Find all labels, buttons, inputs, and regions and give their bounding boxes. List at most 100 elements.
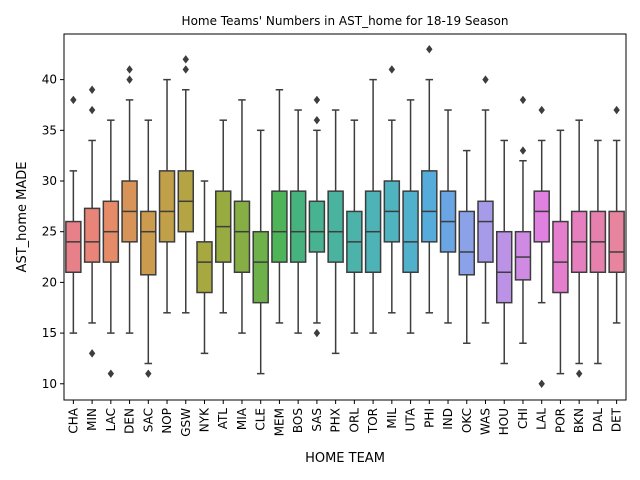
outlier-point [145, 369, 152, 378]
iqr-box [83, 207, 101, 263]
box-gsw [177, 55, 195, 314]
iqr-box [308, 200, 326, 253]
box-tor [364, 78, 382, 334]
y-tick-label: 10 [42, 377, 57, 391]
x-tick-label: IND [441, 408, 455, 430]
box-nyk [196, 180, 213, 355]
iqr-box [327, 190, 344, 263]
plot-frame [63, 33, 627, 401]
x-tick-label: BKN [572, 408, 586, 433]
outlier-point [313, 328, 321, 338]
iqr-box [458, 210, 476, 276]
box-mil [383, 65, 401, 314]
outlier-point [388, 65, 396, 74]
box-nop [158, 78, 176, 314]
iqr-box [233, 200, 251, 274]
y-tick-label: 25 [42, 225, 57, 239]
outlier-point [88, 349, 96, 358]
x-tick-label: HOU [497, 408, 511, 435]
box-sac [140, 119, 157, 378]
iqr-box [533, 190, 550, 243]
outlier-point [482, 75, 489, 84]
x-axis-title: HOME TEAM [305, 451, 385, 466]
iqr-box [514, 230, 532, 281]
iqr-box [271, 190, 288, 263]
x-tick-label: DEN [123, 408, 137, 434]
box-atl [214, 119, 232, 314]
x-tick-label: TOR [366, 408, 380, 434]
box-ind [439, 109, 457, 324]
outlier-point [88, 105, 96, 115]
x-tick-label: WAS [479, 408, 493, 435]
y-tick-label: 20 [42, 275, 57, 289]
box-bos [289, 109, 307, 334]
outlier-point [313, 95, 321, 105]
outlier-point [538, 105, 545, 115]
outlier-point [182, 65, 189, 74]
box-bkn [570, 119, 588, 378]
x-tick-label: OKC [460, 408, 474, 433]
box-dal [589, 139, 607, 365]
iqr-box [608, 210, 625, 274]
x-tick-label: NYK [198, 407, 212, 432]
x-tick-label: PHX [329, 408, 343, 432]
box-det [608, 105, 625, 324]
y-tick-label: 15 [42, 326, 57, 340]
outlier-point [538, 379, 545, 388]
x-tick-label: GSW [179, 408, 193, 437]
box-chi [514, 95, 532, 344]
box-phx [327, 109, 344, 355]
box-phi [421, 45, 438, 314]
box-por [552, 129, 569, 375]
outlier-point [519, 95, 527, 105]
box-mia [233, 99, 251, 334]
outlier-point [126, 65, 133, 74]
y-tick-label: 40 [42, 73, 57, 87]
x-tick-label: POR [553, 408, 567, 433]
outlier-point [613, 105, 620, 115]
x-tick-label: DET [610, 407, 624, 432]
x-tick-label: ORL [347, 408, 361, 433]
iqr-box [477, 200, 494, 263]
x-tick-label: MIL [385, 408, 399, 429]
y-tick-label: 30 [42, 174, 57, 188]
box-min [83, 85, 101, 358]
box-hou [495, 139, 513, 365]
box-lal [533, 105, 550, 388]
iqr-box [495, 230, 513, 304]
x-tick-label: ATL [216, 408, 230, 430]
box-mem [271, 89, 288, 324]
box-cle [252, 129, 269, 375]
outlier-point [126, 75, 133, 84]
iqr-box [140, 210, 157, 276]
outlier-point [519, 146, 527, 155]
chart-title: Home Teams' Numbers in AST_home for 18-1… [182, 14, 509, 28]
box-okc [458, 149, 476, 344]
x-tick-label: NOP [160, 408, 174, 434]
box-was [477, 75, 494, 324]
box-lac [102, 119, 120, 378]
box-sas [308, 95, 326, 338]
box-group [65, 45, 625, 388]
outlier-point [107, 369, 115, 378]
iqr-box [402, 190, 419, 274]
iqr-box [158, 170, 176, 243]
y-tick-label: 35 [42, 123, 57, 137]
x-tick-label: LAC [104, 408, 118, 431]
outlier-point [575, 369, 583, 378]
x-tick-label: SAC [141, 408, 155, 432]
x-tick-label: MIN [85, 408, 99, 431]
box-orl [346, 119, 363, 334]
x-tick-label: MEM [272, 408, 286, 436]
x-tick-label: UTA [404, 407, 418, 431]
iqr-box [252, 230, 269, 304]
x-tick-label: MIA [235, 407, 249, 430]
outlier-point [182, 55, 189, 64]
outlier-point [313, 115, 321, 125]
outlier-point [88, 85, 96, 94]
x-tick-label: DAL [591, 408, 605, 432]
outlier-point [70, 95, 77, 105]
iqr-box [196, 241, 213, 294]
x-tick-label: CLE [254, 408, 268, 431]
